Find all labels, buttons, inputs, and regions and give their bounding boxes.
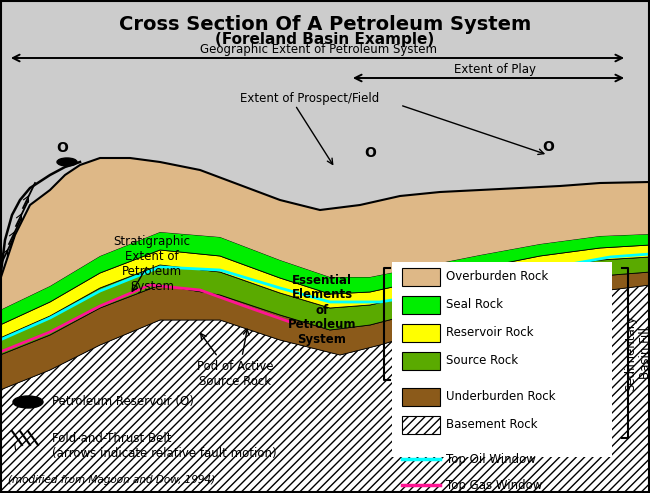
Text: Geographic Extent of Petroleum System: Geographic Extent of Petroleum System	[200, 43, 437, 56]
Bar	[402, 268, 440, 286]
Bar	[402, 388, 440, 406]
Text: Pod of Active
Source Rock: Pod of Active Source Rock	[197, 360, 273, 388]
Text: Fold-and-Thrust Belt
(arrows indicate relative fault motion): Fold-and-Thrust Belt (arrows indicate re…	[52, 432, 277, 460]
Polygon shape	[0, 158, 650, 310]
Text: Basement Rock: Basement Rock	[446, 419, 538, 431]
Polygon shape	[0, 272, 650, 390]
Text: Seal Rock: Seal Rock	[446, 298, 503, 312]
Text: O: O	[364, 146, 376, 160]
Polygon shape	[0, 285, 650, 493]
Text: (modified from Magoon and Dow, 1994): (modified from Magoon and Dow, 1994)	[8, 475, 215, 485]
Text: Source Rock: Source Rock	[446, 354, 518, 367]
Text: Stratigraphic
Extent of
Petroleum
System: Stratigraphic Extent of Petroleum System	[114, 235, 190, 293]
Bar	[402, 296, 440, 314]
Ellipse shape	[57, 158, 77, 166]
Text: Extent of Prospect/Field: Extent of Prospect/Field	[240, 92, 380, 105]
Text: O: O	[542, 140, 554, 154]
Polygon shape	[0, 232, 650, 325]
Text: Underburden Rock: Underburden Rock	[446, 390, 556, 403]
Text: Overburden Rock: Overburden Rock	[446, 271, 548, 283]
Bar	[402, 324, 440, 342]
Text: Cross Section Of A Petroleum System: Cross Section Of A Petroleum System	[119, 15, 531, 34]
Text: Top Gas Window: Top Gas Window	[446, 479, 542, 492]
Bar	[392, 262, 612, 457]
Text: Top Oil Window: Top Oil Window	[446, 453, 536, 465]
Ellipse shape	[13, 396, 43, 408]
Polygon shape	[0, 257, 650, 355]
Text: Reservoir Rock: Reservoir Rock	[446, 326, 534, 340]
Polygon shape	[0, 245, 650, 338]
Text: (Foreland Basin Example): (Foreland Basin Example)	[215, 32, 435, 47]
Bar	[402, 352, 440, 370]
Text: O: O	[56, 141, 68, 155]
Text: Extent of Play: Extent of Play	[454, 63, 536, 76]
Text: Essential
Elements
of
Petroleum
System: Essential Elements of Petroleum System	[288, 274, 356, 347]
Bar	[402, 416, 440, 434]
Text: Petroleum Reservoir (O): Petroleum Reservoir (O)	[52, 395, 194, 409]
Text: Sedimentary
Basin Fill: Sedimentary Basin Fill	[624, 315, 650, 391]
